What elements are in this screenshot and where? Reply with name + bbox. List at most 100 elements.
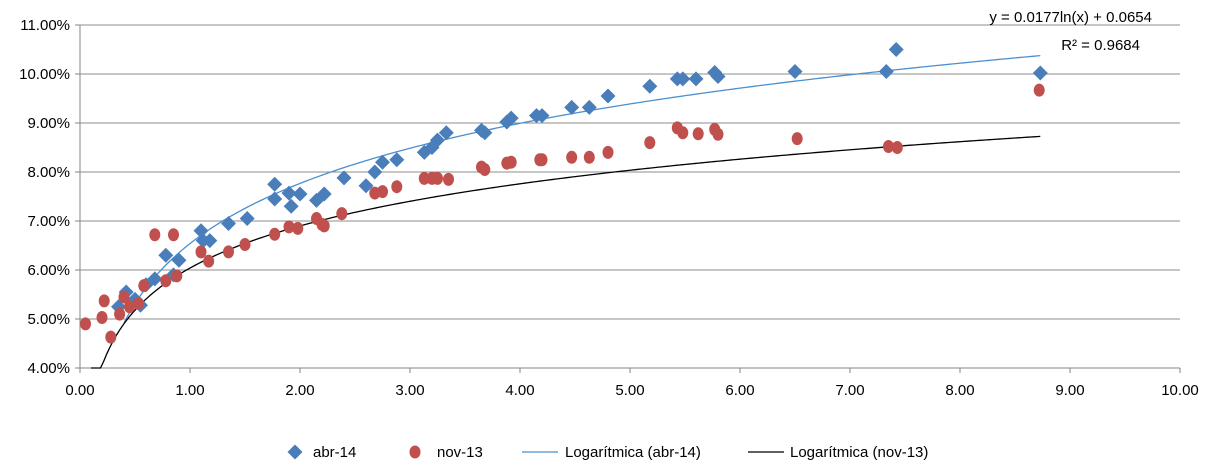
x-tick-labels: 0.00 1.00 2.00 3.00 4.00 5.00 6.00 7.00 8.00 9.00… (65, 382, 1198, 399)
data-point-circle (124, 300, 135, 314)
legend-marker-diamond (287, 444, 303, 460)
data-point-diamond (534, 108, 550, 124)
data-point-diamond (375, 154, 390, 170)
y-tick-labels: 4.00% 5.00% 6.00% 7.00% 8.00% 9.00% 10.00% 11.0… (19, 17, 70, 377)
data-point-diamond (202, 233, 218, 249)
legend-label: Logarítmica (abr-14) (565, 444, 701, 461)
x-tick-label: 7.00 (835, 382, 864, 399)
data-point-circle (168, 228, 179, 242)
legend-label: nov-13 (437, 444, 483, 461)
data-point-circle (283, 220, 295, 234)
data-point-diamond (358, 178, 374, 194)
data-point-circle (98, 294, 110, 308)
data-point-diamond (477, 125, 493, 141)
x-tick-label: 2.00 (285, 382, 314, 399)
data-point-diamond (1032, 65, 1048, 81)
x-tick-label: 9.00 (1055, 382, 1084, 399)
data-point-diamond (171, 252, 187, 268)
data-point-diamond (283, 198, 299, 214)
data-point-circle (712, 127, 724, 141)
data-point-circle (566, 150, 578, 164)
data-point-circle (791, 132, 803, 146)
data-point-diamond (367, 164, 383, 180)
data-point-diamond (675, 71, 691, 87)
data-point-circle (114, 307, 126, 321)
data-point-circle (377, 185, 388, 199)
data-point-circle (432, 171, 443, 185)
gridlines (80, 24, 1180, 320)
data-point-diamond (430, 132, 445, 148)
data-point-diamond (221, 215, 236, 231)
data-point-circle (269, 227, 281, 241)
data-point-circle (677, 126, 689, 140)
y-tick-label: 9.00% (27, 115, 70, 132)
data-point-circle (96, 311, 108, 325)
data-point-circle (644, 136, 656, 150)
data-point-diamond (600, 88, 616, 104)
x-tick-label: 5.00 (615, 382, 644, 399)
data-point-circle (195, 245, 207, 259)
data-point-diamond (292, 186, 308, 202)
data-points (80, 42, 1048, 344)
data-point-circle (418, 171, 430, 185)
x-tick-label: 4.00 (505, 382, 534, 399)
y-tick-label: 4.00% (27, 360, 70, 377)
y-tick-label: 7.00% (27, 213, 70, 230)
legend-label: Logarítmica (nov-13) (790, 444, 928, 461)
y-tick-label: 11.00% (20, 17, 70, 34)
data-point-circle (443, 172, 454, 186)
legend-marker-circle (409, 445, 421, 459)
data-point-diamond (389, 152, 405, 168)
x-tick-label: 1.00 (175, 382, 204, 399)
data-point-diamond (147, 271, 163, 287)
y-tick-label: 5.00% (27, 311, 70, 328)
y-tick-label: 6.00% (27, 262, 70, 279)
data-point-diamond (888, 42, 904, 57)
legend-label: abr-14 (313, 444, 356, 461)
data-point-circle (160, 274, 172, 288)
data-point-diamond (787, 64, 803, 80)
data-point-circle (602, 145, 614, 159)
data-point-circle (149, 228, 161, 242)
data-point-diamond (239, 211, 255, 227)
data-point-circle (105, 330, 117, 344)
data-point-circle (692, 127, 704, 141)
data-point-circle (883, 140, 894, 154)
data-point-circle (118, 290, 130, 304)
x-tick-label: 8.00 (945, 382, 974, 399)
data-point-diamond (267, 176, 283, 192)
data-point-diamond (316, 186, 332, 202)
data-point-diamond (642, 78, 658, 94)
data-point-diamond (878, 64, 894, 80)
x-tick-label: 0.00 (65, 382, 94, 399)
legend: abr-14 nov-13 Logarítmica (abr-14) Logarítm… (287, 444, 928, 461)
data-point-diamond (564, 99, 580, 115)
data-point-circle (479, 163, 491, 177)
data-point-circle (292, 221, 304, 235)
annotations: y = 0.0177ln(x) + 0.0654 R² = 0.9684 (989, 9, 1152, 54)
data-point-circle (891, 141, 903, 154)
data-point-circle (318, 219, 330, 233)
data-point-diamond (281, 185, 297, 201)
x-tick-label: 3.00 (395, 382, 424, 399)
data-point-circle (80, 317, 91, 331)
axes (75, 24, 1181, 373)
data-point-circle (138, 279, 150, 293)
data-point-circle (223, 245, 234, 259)
trend-r-squared: R² = 0.9684 (1061, 37, 1140, 54)
data-point-circle (391, 180, 403, 194)
data-point-diamond (710, 68, 726, 84)
data-point-diamond (581, 99, 597, 115)
x-tick-label: 10.00 (1161, 382, 1199, 399)
data-point-diamond (267, 191, 283, 207)
trendlines (91, 54, 1041, 369)
data-point-circle (583, 150, 595, 164)
data-point-diamond (688, 71, 704, 87)
data-point-diamond (193, 223, 209, 239)
data-point-circle (239, 238, 251, 252)
y-tick-label: 10.00% (19, 66, 70, 83)
data-point-diamond (158, 247, 174, 263)
trend-equation: y = 0.0177ln(x) + 0.0654 (989, 9, 1152, 26)
